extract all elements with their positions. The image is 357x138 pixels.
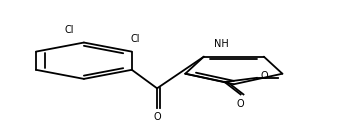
Text: Cl: Cl [131, 34, 140, 44]
Text: NH: NH [214, 39, 229, 49]
Text: Cl: Cl [65, 25, 74, 35]
Text: O: O [153, 112, 161, 122]
Text: O: O [260, 71, 268, 81]
Text: O: O [237, 99, 245, 109]
